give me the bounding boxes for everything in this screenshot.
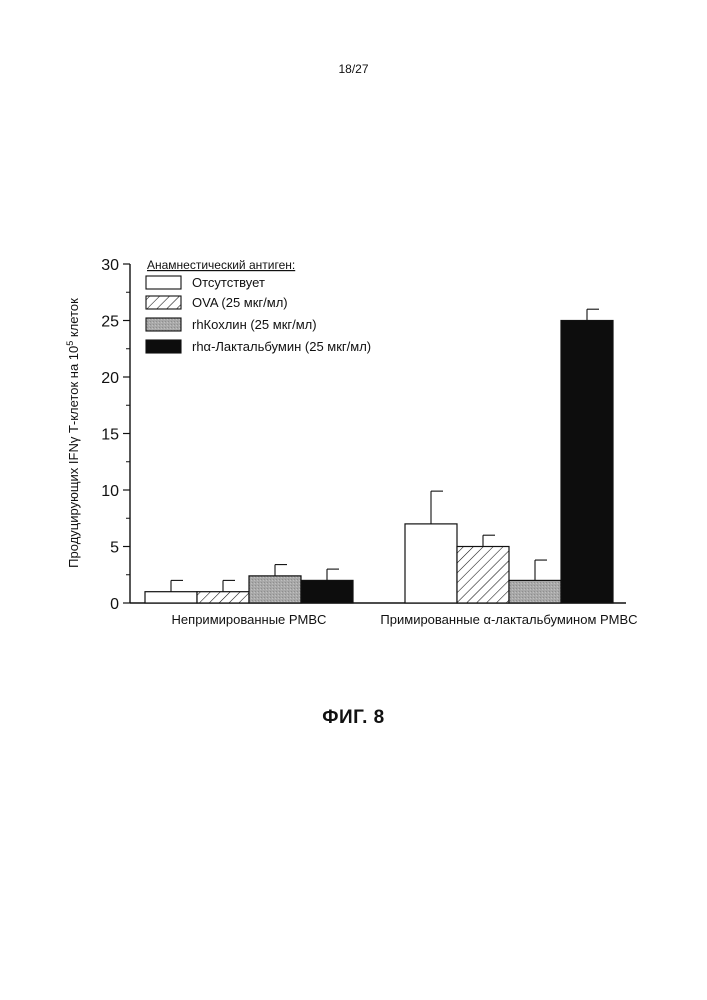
legend-entry-label: rhКохлин (25 мкг/мл) xyxy=(192,317,317,332)
y-axis-label-tail: клеток xyxy=(66,298,81,341)
bar-3-group-2 xyxy=(509,580,561,603)
y-axis-label: Продуцирующих IFNγ Т-клеток на 105 клето… xyxy=(65,298,81,568)
legend-swatch xyxy=(146,276,181,289)
y-ticks: 0 5 10 15 20 25 30 xyxy=(101,257,130,613)
legend-swatch xyxy=(146,340,181,353)
bar-1-group-2 xyxy=(405,524,457,603)
y-tick-label: 15 xyxy=(101,427,119,444)
x-category-label: Непримированные PMBC xyxy=(172,612,327,627)
bar-4-group-2 xyxy=(561,321,613,604)
figure-caption: ФИГ. 8 xyxy=(0,707,707,729)
x-category-labels: Непримированные PMBC Примированные α-лакт… xyxy=(172,612,638,627)
legend-entry-label: Отсутствует xyxy=(192,275,265,290)
y-tick-label: 0 xyxy=(110,596,119,613)
legend-swatch xyxy=(146,318,181,331)
y-tick-label: 5 xyxy=(110,540,119,557)
axes xyxy=(130,264,626,603)
legend-swatch xyxy=(146,296,181,309)
legend-entry-label: OVA (25 мкг/мл) xyxy=(192,295,288,310)
y-axis-label-main: Продуцирующих IFNγ Т-клеток на 10 xyxy=(66,346,81,568)
legend: Анамнестический антиген: Отсутствует OVA … xyxy=(146,258,371,354)
y-tick-label: 30 xyxy=(101,257,119,274)
bar-2-group-1 xyxy=(197,592,249,603)
y-tick-label: 20 xyxy=(101,370,119,387)
bar-4-group-1 xyxy=(301,580,353,603)
bars xyxy=(145,321,613,604)
y-tick-label: 25 xyxy=(101,314,119,331)
x-category-label: Примированные α-лактальбумином PMBC xyxy=(380,612,637,627)
legend-entry-label: rhα-Лактальбумин (25 мкг/мл) xyxy=(192,339,371,354)
y-tick-label: 10 xyxy=(101,483,119,500)
bar-3-group-1 xyxy=(249,576,301,603)
legend-title: Анамнестический антиген: xyxy=(147,258,295,272)
bar-2-group-2 xyxy=(457,547,509,604)
bar-1-group-1 xyxy=(145,592,197,603)
bar-chart: Продуцирующих IFNγ Т-клеток на 10 5 клето… xyxy=(0,0,707,700)
